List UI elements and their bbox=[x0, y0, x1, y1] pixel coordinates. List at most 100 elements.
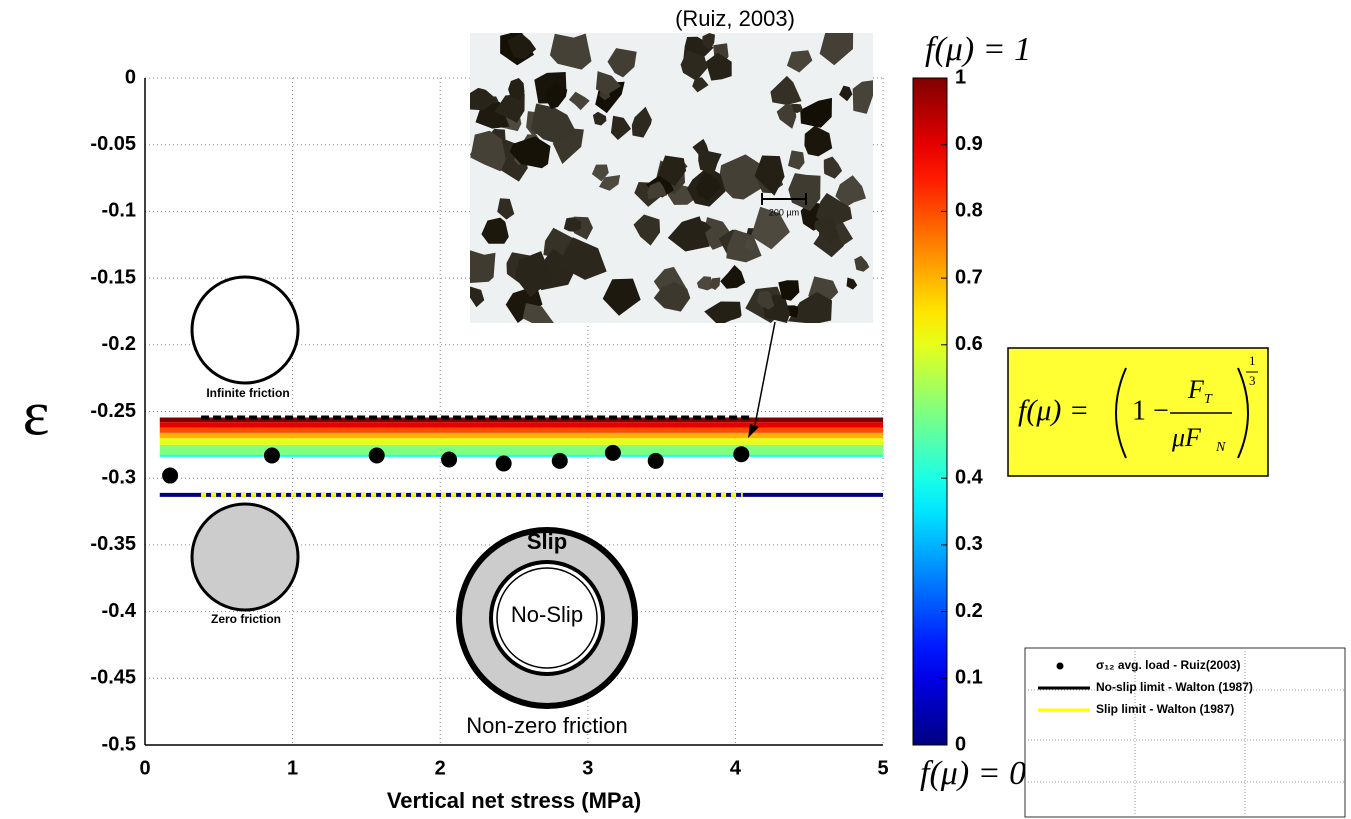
marks bbox=[159, 415, 883, 497]
x-axis-label: Vertical net stress (MPa) bbox=[387, 788, 641, 813]
grain bbox=[631, 106, 652, 138]
grain bbox=[591, 164, 609, 182]
grain bbox=[756, 290, 775, 310]
x-tick-label: 4 bbox=[730, 757, 742, 779]
source-label: (Ruiz, 2003) bbox=[675, 6, 795, 31]
y-tick-label: -0.1 bbox=[102, 200, 136, 222]
colorbar bbox=[912, 77, 948, 746]
point bbox=[162, 467, 179, 484]
grain bbox=[610, 115, 632, 140]
point bbox=[495, 455, 512, 472]
colorbar-tick-label: 0 bbox=[955, 733, 966, 755]
grain bbox=[770, 75, 802, 105]
grain bbox=[788, 173, 821, 211]
colorbar-tick-label: 0.2 bbox=[955, 600, 983, 622]
grain bbox=[522, 303, 554, 323]
grain bbox=[816, 193, 853, 227]
grain bbox=[718, 154, 762, 200]
zero-friction-circle bbox=[190, 502, 300, 612]
colorbar-tick-label: 0.6 bbox=[955, 333, 983, 355]
grain bbox=[744, 239, 756, 252]
grain bbox=[751, 206, 790, 250]
x-tick-label: 3 bbox=[582, 757, 593, 779]
f-max-label: f(μ) = 1 bbox=[925, 31, 1031, 68]
formula-num-sub: T bbox=[1204, 392, 1213, 407]
grain bbox=[481, 217, 509, 244]
grain bbox=[852, 80, 873, 114]
grain bbox=[696, 276, 713, 291]
x-tick-label: 2 bbox=[435, 757, 446, 779]
grain bbox=[754, 155, 785, 196]
f-level-band bbox=[159, 427, 883, 433]
grain bbox=[726, 229, 762, 263]
colorbar-tick-label: 0.3 bbox=[955, 533, 983, 555]
grain bbox=[786, 50, 813, 73]
grain bbox=[507, 33, 537, 60]
legend-label: Slip limit - Walton (1987) bbox=[1096, 702, 1234, 716]
grain bbox=[702, 33, 715, 49]
grain bbox=[705, 52, 732, 81]
grain bbox=[647, 181, 667, 200]
y-tick-label: -0.4 bbox=[102, 600, 137, 622]
grain bbox=[568, 91, 590, 111]
grain bbox=[470, 250, 496, 283]
grain bbox=[819, 33, 854, 66]
formula-den: μF bbox=[1171, 423, 1202, 452]
grain bbox=[494, 93, 525, 123]
point bbox=[441, 451, 458, 468]
f-level-band bbox=[159, 432, 883, 439]
x-tick-label: 5 bbox=[877, 757, 888, 779]
grain bbox=[545, 82, 568, 109]
grain bbox=[778, 280, 800, 301]
y-tick-label: -0.05 bbox=[90, 133, 136, 155]
y-tick-label: -0.15 bbox=[90, 266, 136, 288]
grain bbox=[653, 282, 691, 312]
y-tick-label: -0.3 bbox=[102, 466, 136, 488]
slip-label: Slip bbox=[527, 529, 567, 554]
legend-label: σ₁₂ avg. load - Ruiz(2003) bbox=[1096, 658, 1241, 672]
x-tick-label: 0 bbox=[139, 757, 150, 779]
colorbar-tick-label: 0.9 bbox=[955, 133, 983, 155]
y-tick-label: -0.5 bbox=[102, 733, 136, 755]
colorbar-tick-label: 1 bbox=[955, 66, 966, 88]
colorbar-tick-label: 0.7 bbox=[955, 266, 983, 288]
point bbox=[263, 447, 280, 464]
grain bbox=[695, 171, 722, 201]
grain bbox=[599, 175, 621, 191]
grain bbox=[839, 85, 853, 102]
scale-bar-label: 200 µm bbox=[769, 207, 799, 217]
grain bbox=[846, 277, 858, 290]
nonzero-friction-inner-ring bbox=[496, 567, 598, 669]
grain bbox=[514, 251, 553, 297]
grain bbox=[788, 150, 805, 170]
formula-num: F bbox=[1187, 375, 1205, 404]
grain bbox=[854, 255, 870, 272]
y-axis-label: ε bbox=[23, 378, 50, 449]
grain bbox=[680, 49, 708, 81]
arrow bbox=[753, 321, 776, 431]
legend-label: No-slip limit - Walton (1987) bbox=[1096, 680, 1253, 694]
colorbar-tick-label: 0.4 bbox=[955, 466, 984, 488]
grain bbox=[667, 216, 710, 252]
grain bbox=[470, 130, 506, 172]
legend-marker bbox=[1056, 662, 1064, 670]
formula-exp-den: 3 bbox=[1249, 373, 1256, 388]
point bbox=[733, 446, 750, 463]
formula: f(μ) = 1 − F T μF N 1 3 bbox=[1007, 347, 1269, 477]
grain bbox=[787, 292, 832, 323]
paren bbox=[1237, 367, 1249, 459]
grain bbox=[823, 156, 843, 179]
legend-grid bbox=[1025, 648, 1345, 817]
grain bbox=[530, 103, 578, 144]
infinite-friction-label: Infinite friction bbox=[206, 386, 289, 400]
arrow-head bbox=[748, 424, 759, 438]
y-tick-label: 0 bbox=[125, 66, 136, 88]
grain bbox=[509, 136, 551, 169]
y-tick-label: -0.45 bbox=[90, 667, 136, 689]
f-level-band bbox=[159, 417, 883, 423]
legend-box bbox=[1024, 647, 1346, 818]
grain bbox=[658, 155, 687, 187]
grain bbox=[557, 237, 607, 280]
legend: σ₁₂ avg. load - Ruiz(2003) No-slip limit … bbox=[1024, 647, 1346, 818]
grain bbox=[704, 301, 742, 323]
